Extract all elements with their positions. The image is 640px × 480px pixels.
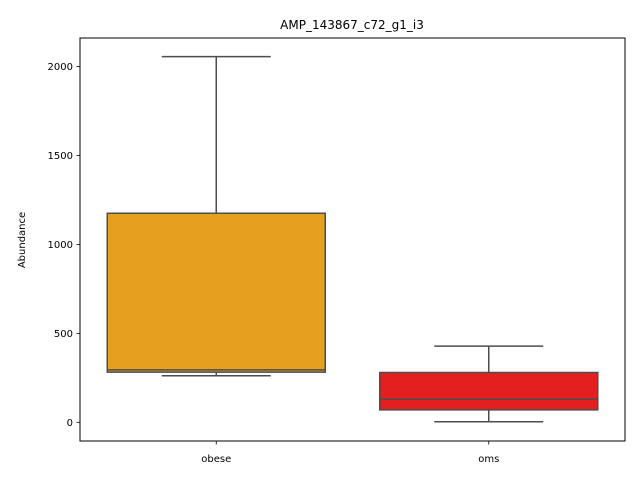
- box-obese: [106, 55, 326, 377]
- y-tick-label: 1500: [48, 151, 73, 162]
- chart-title: AMP_143867_c72_g1_i3: [280, 18, 424, 32]
- box-oms: [379, 345, 599, 423]
- y-tick-label: 1000: [48, 240, 73, 251]
- y-axis-label: Abundance: [17, 212, 28, 268]
- boxes-layer: [106, 55, 599, 423]
- y-tick-label: 0: [67, 418, 73, 429]
- x-axis: obese oms: [201, 441, 499, 465]
- y-axis: 0 500 1000 1500 2000: [48, 62, 80, 429]
- x-tick-label: obese: [201, 454, 231, 465]
- y-tick-label: 500: [54, 329, 73, 340]
- iqr-box: [106, 212, 326, 373]
- plot-frame: [79, 37, 626, 442]
- y-tick-label: 2000: [48, 62, 73, 73]
- x-tick-label: oms: [478, 454, 499, 465]
- iqr-box: [379, 371, 599, 411]
